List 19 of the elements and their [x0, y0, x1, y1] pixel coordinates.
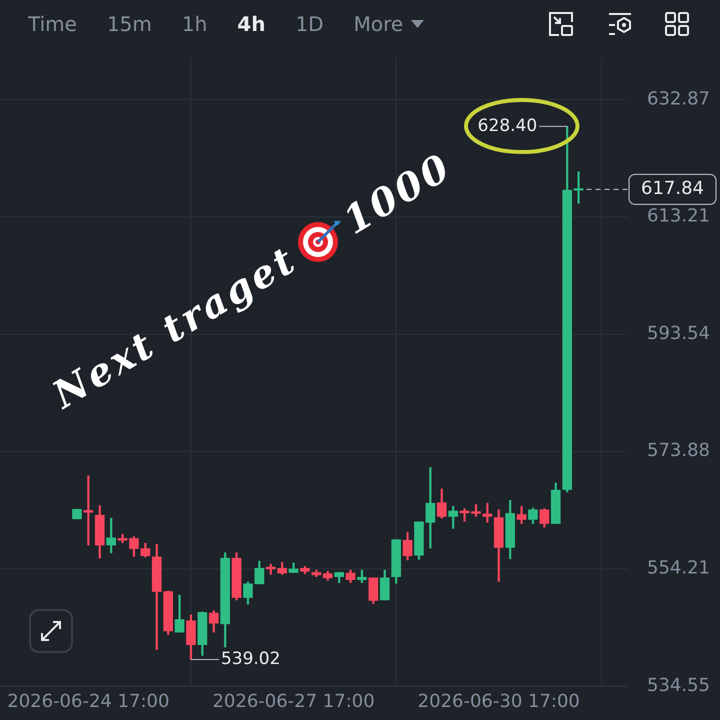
- x-tick-label: 2026-06-27 17:00: [212, 690, 375, 712]
- text: More: [354, 12, 404, 36]
- text: Time: [28, 12, 77, 36]
- ref-line-label: 617.84: [641, 178, 704, 200]
- y-tick-label: 554.21: [647, 558, 710, 579]
- y-tick-label: 593.54: [647, 322, 710, 344]
- text: 15m: [106, 12, 152, 36]
- y-tick-label: 613.21: [647, 206, 710, 227]
- text: 1h: [182, 12, 208, 36]
- annotation: 628.40: [478, 116, 538, 136]
- y-tick-label: 534.55: [647, 674, 710, 696]
- x-tick-label: 2026-06-30 17:00: [418, 690, 580, 712]
- y-tick-label: 632.87: [647, 88, 710, 110]
- text: 4h: [237, 12, 266, 36]
- x-tick-label: 2026-06-24 17:00: [7, 690, 170, 712]
- candlestick: [84, 476, 94, 546]
- text: 1D: [295, 12, 324, 36]
- annotation: 539.02: [220, 648, 280, 669]
- y-tick-label: 573.88: [647, 440, 710, 462]
